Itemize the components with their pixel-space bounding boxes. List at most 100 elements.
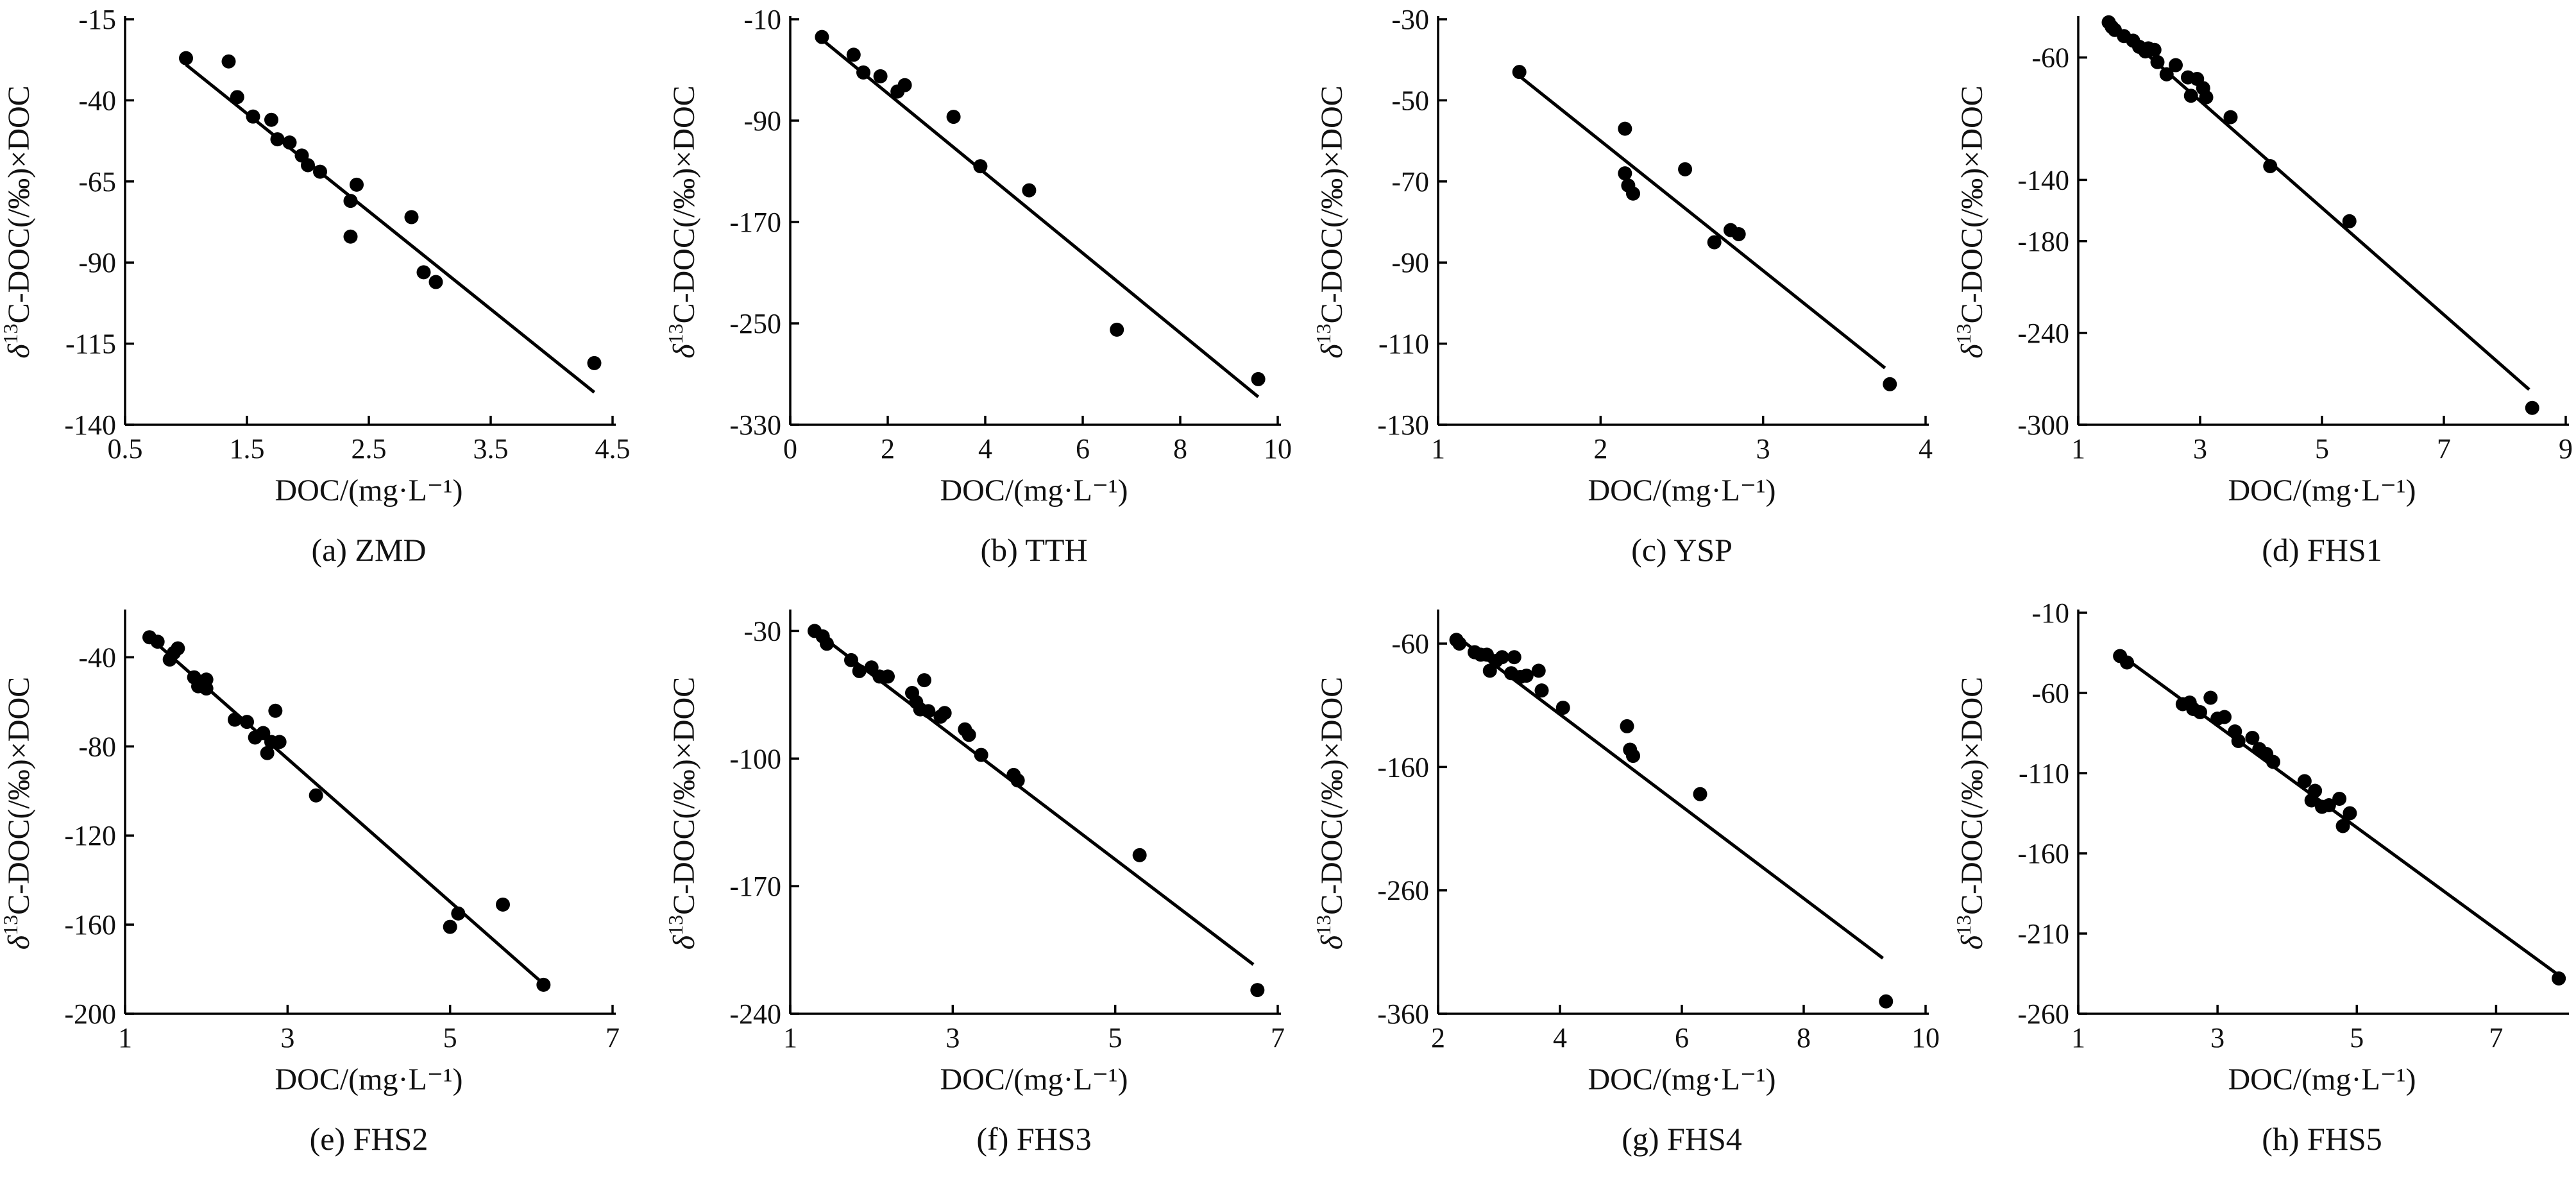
- data-point: [171, 641, 185, 656]
- y-tick-label: -60: [2031, 42, 2069, 74]
- y-axis-title: δ13C-DOC(/‰)×DOC: [1952, 85, 1989, 358]
- data-point: [1879, 994, 1894, 1009]
- x-tick-label: 3: [945, 1022, 960, 1054]
- x-tick-label: 2: [1593, 433, 1607, 465]
- data-point: [1693, 787, 1707, 801]
- data-point: [343, 229, 358, 244]
- data-point: [2332, 792, 2347, 806]
- data-point: [309, 788, 323, 803]
- x-tick-label: 5: [2315, 433, 2329, 465]
- data-point: [897, 78, 912, 92]
- y-tick-label: -40: [78, 642, 116, 673]
- data-point: [2203, 690, 2218, 705]
- x-tick-label: 8: [1797, 1022, 1811, 1054]
- chart-panel-d: 1 3 5 7 9 -60 -140 -180 -240 -300 DOC/(mg·L⁻¹) δ13C…: [1952, 15, 2573, 568]
- data-point: [443, 919, 457, 934]
- data-point: [1251, 371, 1266, 386]
- y-tick-label: -360: [1377, 998, 1429, 1030]
- data-point: [864, 660, 879, 675]
- x-tick-label: 4: [1919, 433, 1933, 465]
- data-point: [974, 747, 988, 762]
- data-point: [962, 728, 976, 742]
- y-axis-title: δ13C-DOC(/‰)×DOC: [664, 677, 701, 950]
- data-point: [1731, 226, 1746, 241]
- y-tick-label: -170: [729, 207, 781, 238]
- chart-panel-a: 0.5 1.5 2.5 3.5 4.5 -15 -40 -65 -90 -115 -140 DOC/(…: [0, 4, 631, 568]
- data-point: [451, 906, 466, 921]
- data-point: [2343, 806, 2357, 821]
- x-tick-label: 1.5: [230, 433, 265, 465]
- x-tick-label: 2: [1431, 1022, 1445, 1054]
- regression-line: [820, 38, 1260, 398]
- data-point: [973, 159, 988, 174]
- data-point: [587, 355, 602, 370]
- chart-panel-f: 1 3 5 7 -30 -100 -170 -240 DOC/(mg·L⁻¹) δ13C-DOC(…: [664, 610, 1285, 1157]
- chart-panel-c: 1 2 3 4 -30 -50 -70 -90 -110 -130 DOC/(mg·L⁻¹) δ13C…: [1312, 4, 1933, 568]
- data-point: [844, 653, 858, 667]
- x-tick-label: 7: [1271, 1022, 1285, 1054]
- data-point: [1132, 848, 1147, 862]
- data-point: [2263, 158, 2278, 173]
- data-point: [1707, 235, 1722, 250]
- data-point: [1531, 663, 1546, 678]
- data-point: [1512, 65, 1527, 80]
- chart-panel-e: 1 3 5 7 -40 -80 -120 -160 -200 DOC/(mg·L⁻¹) δ13C-D…: [0, 610, 620, 1157]
- data-point: [921, 704, 936, 719]
- x-tick-label: 3: [1756, 433, 1770, 465]
- data-point: [268, 703, 283, 718]
- panel-caption: (f) FHS3: [976, 1121, 1091, 1157]
- data-point: [856, 65, 870, 80]
- regression-line: [1518, 74, 1886, 370]
- y-tick-label: -70: [1391, 166, 1429, 198]
- data-point: [256, 726, 271, 740]
- x-tick-label: 8: [1173, 433, 1187, 465]
- chart-panel-b: 0 2 4 6 8 10 -10 -90 -170 -250 -330 DOC/(mg·L⁻¹) δ13…: [664, 4, 1292, 568]
- data-point: [815, 30, 829, 44]
- y-tick-label: -140: [2017, 164, 2069, 196]
- y-tick-label: -250: [729, 308, 781, 339]
- data-point: [2335, 819, 2350, 833]
- y-tick-label: -260: [1377, 875, 1429, 907]
- data-point: [2223, 110, 2238, 124]
- y-tick-label: -80: [78, 731, 116, 762]
- y-tick-label: -10: [743, 4, 781, 35]
- y-tick-label: -60: [1391, 628, 1429, 660]
- y-axis-title: δ13C-DOC(/‰)×DOC: [0, 85, 36, 358]
- x-tick-label: 9: [2559, 433, 2573, 465]
- x-axis-title: DOC/(mg·L⁻¹): [2228, 1063, 2416, 1097]
- y-axis-title: δ13C-DOC(/‰)×DOC: [1952, 677, 1989, 950]
- y-tick-label: -210: [2017, 918, 2069, 950]
- data-point: [1620, 719, 1634, 733]
- data-point: [1022, 183, 1037, 198]
- x-axis-title: DOC/(mg·L⁻¹): [1588, 1063, 1775, 1097]
- data-point: [2217, 710, 2232, 724]
- y-tick-label: -90: [78, 247, 116, 278]
- data-point: [343, 194, 358, 209]
- y-axis-title: δ13C-DOC(/‰)×DOC: [1312, 85, 1349, 358]
- y-tick-label: -160: [1377, 751, 1429, 783]
- y-tick-label: -50: [1391, 85, 1429, 116]
- y-axis-title: δ13C-DOC(/‰)×DOC: [0, 677, 36, 950]
- data-point: [282, 135, 297, 150]
- x-tick-label: 6: [1675, 1022, 1689, 1054]
- y-tick-label: -330: [729, 409, 781, 441]
- data-point: [2231, 734, 2246, 748]
- y-tick-label: -115: [65, 329, 116, 360]
- y-tick-label: -200: [64, 998, 116, 1030]
- chart-panel-h: 1 3 5 7 -10 -60 -110 -160 -210 -260 DOC/(mg·L⁻¹) δ1…: [1952, 597, 2569, 1157]
- x-tick-label: 3: [2210, 1022, 2224, 1054]
- x-tick-label: 10: [1264, 433, 1292, 465]
- y-tick-label: -15: [78, 4, 116, 35]
- data-point: [937, 706, 952, 721]
- x-tick-label: 3: [280, 1022, 294, 1054]
- data-point: [404, 210, 419, 225]
- x-axis-title: DOC/(mg·L⁻¹): [940, 474, 1128, 508]
- data-point: [416, 265, 431, 280]
- y-tick-label: -110: [1378, 329, 1429, 360]
- data-point: [820, 636, 834, 651]
- data-point: [2120, 655, 2134, 670]
- x-tick-label: 5: [1108, 1022, 1123, 1054]
- data-point: [846, 47, 861, 62]
- x-tick-label: 0.5: [108, 433, 143, 465]
- data-point: [1495, 650, 1509, 665]
